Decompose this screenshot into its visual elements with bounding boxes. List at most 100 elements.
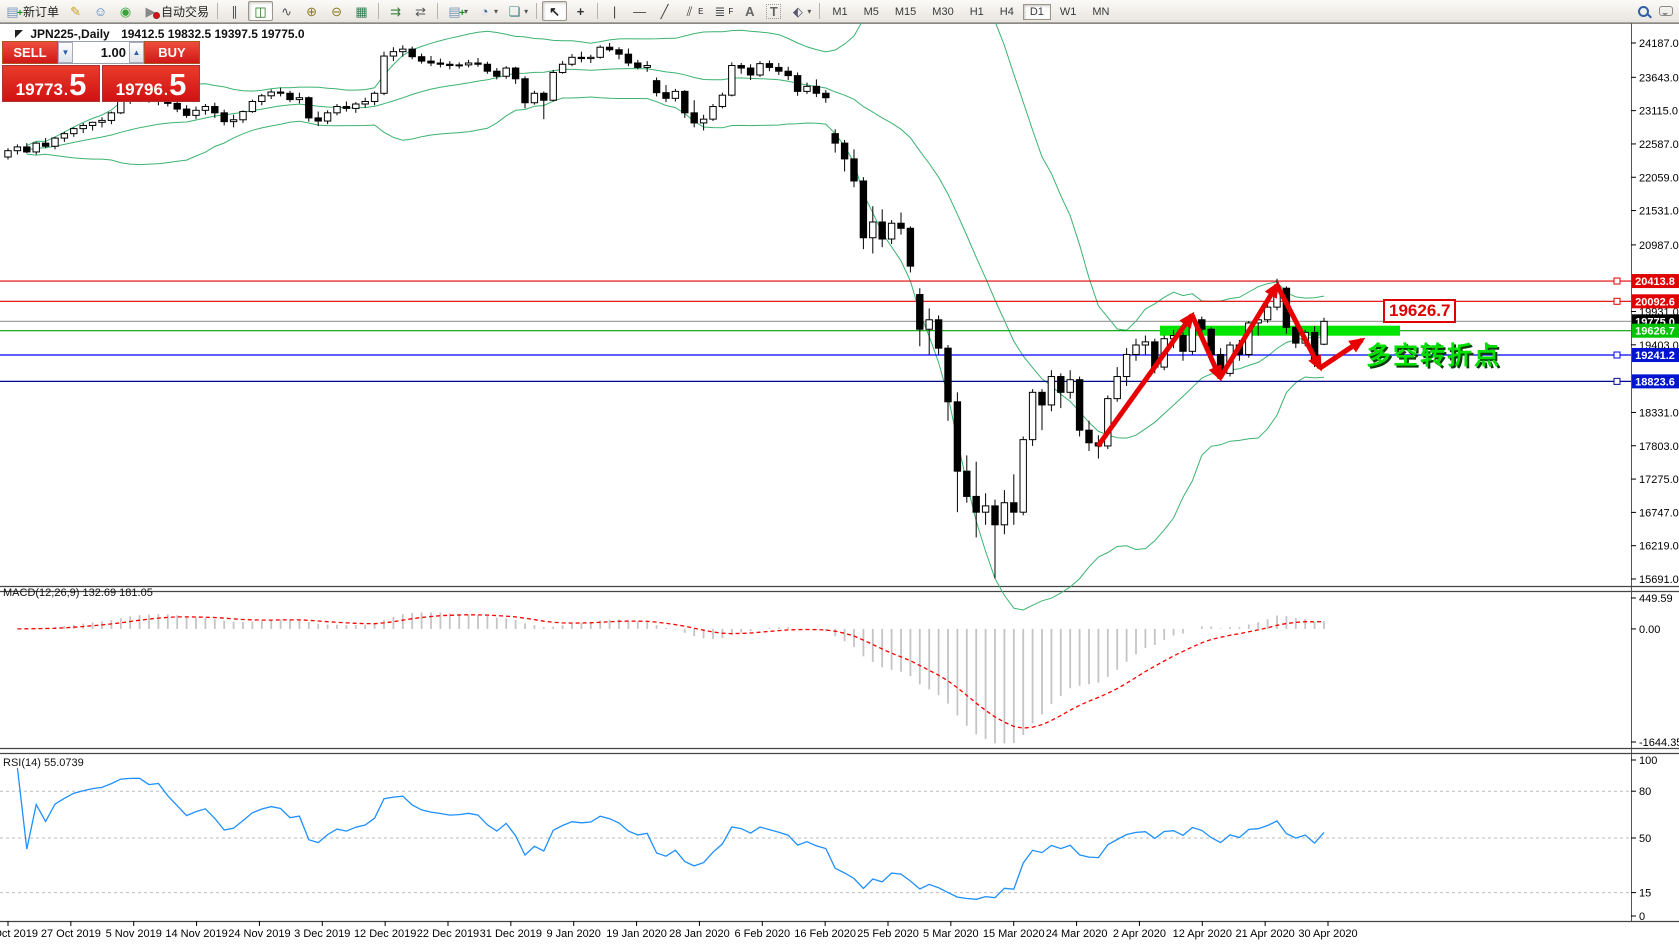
price-badge-20413.8 <box>1632 274 1679 289</box>
trendline-tool-button[interactable]: ╱ <box>653 2 676 20</box>
svg-text:17803.0: 17803.0 <box>1639 441 1679 453</box>
trend-arrow[interactable] <box>1274 283 1323 372</box>
cursor-icon: ↖ <box>549 3 561 19</box>
new-order-label: 新订单 <box>23 4 60 19</box>
tile-windows-button[interactable]: ▦ <box>350 2 373 20</box>
svg-text:5 Mar 2020: 5 Mar 2020 <box>923 928 979 940</box>
svg-text:12 Apr 2020: 12 Apr 2020 <box>1173 928 1232 940</box>
collapse-trade-panel-icon[interactable] <box>15 30 23 38</box>
timeframe-button-h4[interactable]: H4 <box>999 6 1014 18</box>
timeframe-button-m15[interactable]: M15 <box>894 6 917 18</box>
clock-icon: ◔ <box>480 3 489 19</box>
svg-text:21 Apr 2020: 21 Apr 2020 <box>1235 928 1294 940</box>
level-line-handle[interactable] <box>1613 377 1621 385</box>
chat-icon[interactable] <box>1659 6 1673 16</box>
vline-tool-button[interactable]: | <box>603 2 626 20</box>
crosshair-icon: + <box>576 3 585 19</box>
chart-shift-button[interactable]: ⇄ <box>409 2 432 20</box>
text-label-icon: T <box>766 3 782 19</box>
timeframe-button-mn[interactable]: MN <box>1092 6 1110 18</box>
signals-icon: ◉ <box>119 3 132 19</box>
volume-value[interactable]: 1.00 <box>100 45 126 60</box>
price-axis: 24187.0 23643.0 23115.0 22587.0 22059.0 21531… <box>1631 38 1679 586</box>
svg-text:50: 50 <box>1639 833 1651 845</box>
sell-price[interactable]: 19773. 5 <box>2 65 100 102</box>
svg-text:22587.0: 22587.0 <box>1639 139 1679 151</box>
chart-title-symbol: JPN225-,Daily <box>30 27 110 41</box>
timeframe-button-h1[interactable]: H1 <box>969 6 984 18</box>
text-tool-button[interactable]: A <box>738 2 761 20</box>
support-zone-rectangle[interactable] <box>1160 325 1400 336</box>
autotrading-button[interactable]: ▶ 自动交易 <box>139 2 212 20</box>
svg-text:6 Feb 2020: 6 Feb 2020 <box>734 928 790 940</box>
bb-upper-band <box>26 0 1325 331</box>
svg-text:20413.8: 20413.8 <box>1635 276 1675 288</box>
zoom-out-button[interactable]: ⊖ <box>325 2 348 20</box>
trend-arrow[interactable] <box>1095 311 1195 448</box>
fibonacci-tool-button[interactable]: ≣ F <box>708 2 736 20</box>
trend-arrow[interactable] <box>1318 337 1366 371</box>
trend-arrow[interactable] <box>1189 313 1223 382</box>
svg-text:21531.0: 21531.0 <box>1639 206 1679 218</box>
templates-button[interactable]: ❏ ▾ <box>503 2 531 20</box>
level-line-handle[interactable] <box>1613 277 1621 285</box>
volume-increase-button[interactable]: ▲ <box>129 42 144 63</box>
signals-button[interactable]: ◉ <box>114 2 137 20</box>
new-chart-button[interactable]: ▤ + ▾ <box>443 2 471 20</box>
line-chart-button[interactable]: ∿ <box>275 2 298 20</box>
trendline-icon: ╱ <box>660 3 669 19</box>
hline-tool-button[interactable]: — <box>628 2 651 20</box>
svg-text:20092.6: 20092.6 <box>1635 296 1675 308</box>
shapes-tool-button[interactable]: ⬖ ▾ <box>786 2 814 20</box>
timeframe-button-m1[interactable]: M1 <box>832 6 848 18</box>
timeframe-button-m5[interactable]: M5 <box>863 6 879 18</box>
svg-text:0: 0 <box>1639 911 1645 923</box>
svg-text:15691.0: 15691.0 <box>1639 574 1679 586</box>
chart-shift-icon: ⇄ <box>415 3 426 19</box>
zoom-in-button[interactable]: ⊕ <box>300 2 323 20</box>
svg-text:16747.0: 16747.0 <box>1639 507 1679 519</box>
trend-arrows-annotation[interactable] <box>1095 281 1366 448</box>
svg-text:18331.0: 18331.0 <box>1639 407 1679 419</box>
timeframe-button-d1[interactable]: D1 <box>1022 4 1051 20</box>
timeframe-button-w1[interactable]: W1 <box>1059 6 1077 18</box>
svg-text:23643.0: 23643.0 <box>1639 72 1679 84</box>
volume-stepper: ▼ 1.00 ▲ <box>58 41 144 64</box>
svg-text:24 Nov 2019: 24 Nov 2019 <box>228 928 290 940</box>
volume-decrease-button[interactable]: ▼ <box>58 42 73 63</box>
autoscroll-icon: ⇉ <box>390 3 401 19</box>
svg-text:24 Mar 2020: 24 Mar 2020 <box>1046 928 1108 940</box>
search-icon[interactable] <box>1638 5 1649 17</box>
candlestick-chart-button[interactable]: ◫ <box>248 1 274 21</box>
bar-chart-button[interactable]: ∥ <box>223 2 246 20</box>
level-line-handle[interactable] <box>1613 297 1621 305</box>
rsi-line <box>16 767 1325 900</box>
trend-arrow[interactable] <box>1217 281 1280 380</box>
label-tool-button[interactable]: T <box>763 2 784 20</box>
price-badge-18823.6 <box>1632 374 1679 389</box>
autotrading-icon: ▶ <box>142 3 161 20</box>
autoscroll-button[interactable]: ⇉ <box>384 2 407 20</box>
support-price-callout[interactable]: 19626.7 <box>1383 299 1457 323</box>
timeframe-group: M1 M5 M15 M30 H1 H4 D1 W1 MN <box>824 4 1117 20</box>
community-button[interactable]: ☺ <box>89 2 112 20</box>
svg-text:5 Nov 2019: 5 Nov 2019 <box>106 928 162 940</box>
macd-signal-line <box>17 614 1325 729</box>
metaeditor-button[interactable]: ✎ <box>64 2 87 20</box>
level-line-handle[interactable] <box>1613 351 1621 359</box>
timeframe-button-m30[interactable]: M30 <box>932 6 954 18</box>
buy-price[interactable]: 19796. 5 <box>102 65 200 102</box>
buy-button[interactable]: BUY <box>144 41 200 64</box>
new-order-button[interactable]: ▤ + 新订单 <box>1 2 62 20</box>
sell-button[interactable]: SELL <box>2 41 58 64</box>
svg-text:16219.0: 16219.0 <box>1639 541 1679 553</box>
channel-tool-button[interactable]: ⫽ E <box>678 2 706 20</box>
crosshair-tool-button[interactable]: + <box>569 2 592 20</box>
shapes-icon: ⬖ <box>792 3 803 19</box>
candlestick-chart-icon: ◫ <box>254 3 267 19</box>
cursor-tool-button[interactable]: ↖ <box>542 1 568 21</box>
toolbar: ▤ + 新订单 ✎ ☺ ◉ ▶ 自动交易 ∥ ◫ ∿ ⊕ ⊖ ▦ ⇉ ⇄ ▤ + ▾ … <box>0 0 1679 23</box>
turning-point-annotation[interactable]: 多空转折点 <box>1366 342 1502 370</box>
profiles-button[interactable]: ◔ ▾ <box>473 2 501 20</box>
